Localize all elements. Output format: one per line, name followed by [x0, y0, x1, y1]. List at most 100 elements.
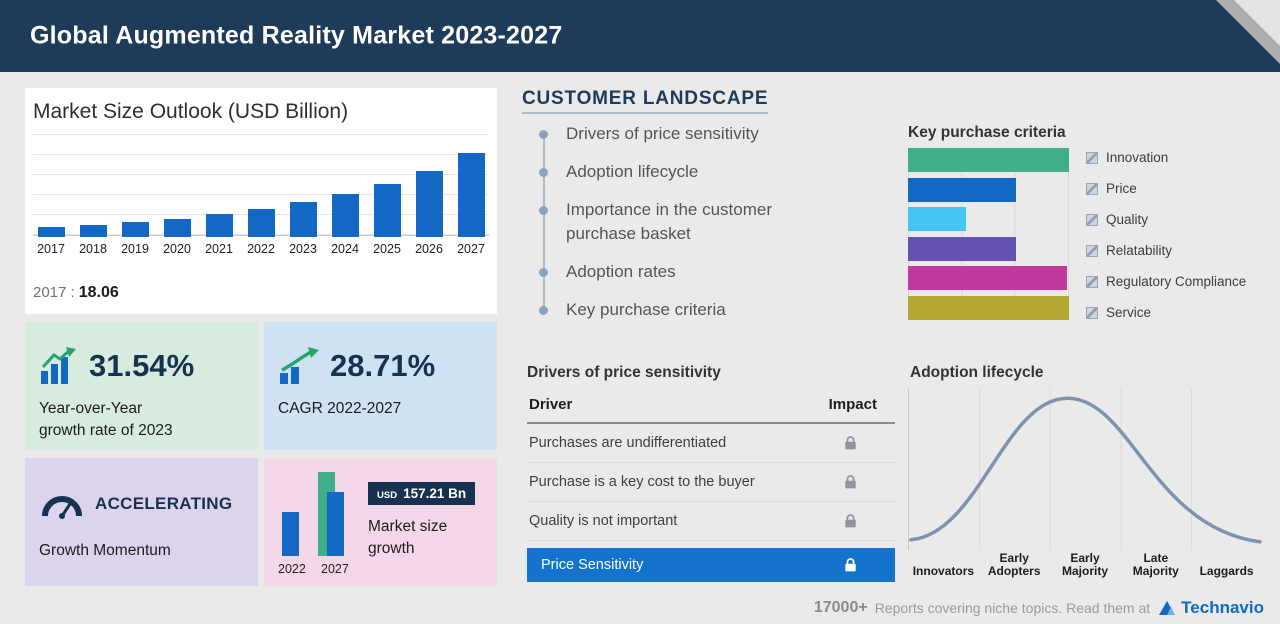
outlook-bar-2023	[289, 202, 317, 237]
outlook-bar-group: 2017	[36, 227, 66, 258]
currency-label: USD	[377, 490, 398, 501]
kpc-legend-item: Regulatory Compliance	[1086, 274, 1246, 289]
outlook-year-label: 2023	[289, 242, 317, 256]
growth-bar-2027	[327, 492, 344, 556]
legend-swatch-icon	[1086, 213, 1098, 226]
outlook-bar-group: 2027	[456, 153, 486, 258]
cagr-card: 28.71% CAGR 2022-2027	[264, 322, 497, 450]
market-outlook-panel: Market Size Outlook (USD Billion) 2017 20…	[25, 88, 497, 314]
growth-label: Market size growth	[368, 516, 447, 559]
landscape-item: Key purchase criteria	[530, 298, 830, 322]
drivers-title: Drivers of price sensitivity	[527, 364, 721, 381]
landscape-item: Drivers of price sensitivity	[530, 122, 830, 146]
growth-label-line2: growth	[368, 539, 415, 557]
bell-curve	[909, 396, 1262, 544]
drivers-table: Driver Impact Purchases are undifferenti…	[527, 392, 895, 582]
customer-landscape-underline	[522, 112, 768, 114]
outlook-title: Market Size Outlook (USD Billion)	[33, 100, 349, 123]
timeline-line	[543, 132, 545, 308]
technavio-logo[interactable]: Technavio	[1157, 598, 1264, 618]
kpc-legend-label: Innovation	[1106, 150, 1169, 165]
outlook-year-label: 2021	[205, 242, 233, 256]
driver-name: Quality is not important	[529, 513, 678, 529]
base-year-label: 2017 :	[33, 284, 75, 301]
kpc-legend-label: Relatability	[1106, 243, 1173, 258]
outlook-bar-group: 2025	[372, 184, 402, 258]
customer-landscape-title: CUSTOMER LANDSCAPE	[522, 88, 769, 109]
yoy-label: Year-over-Year growth rate of 2023	[25, 386, 258, 441]
outlook-bar-2018	[79, 225, 107, 237]
outlook-year-label: 2025	[373, 242, 401, 256]
driver-name: Purchase is a key cost to the buyer	[529, 474, 755, 490]
outlook-bar-2017	[37, 227, 65, 237]
outlook-bar-2019	[121, 222, 149, 237]
footer: 17000+ Reports covering niche topics. Re…	[814, 598, 1264, 618]
footer-text: Reports covering niche topics. Read them…	[874, 600, 1151, 616]
landscape-item: Adoption lifecycle	[530, 160, 830, 184]
momentum-value: ACCELERATING	[95, 494, 233, 513]
page-title: Global Augmented Reality Market 2023-202…	[30, 21, 563, 50]
lifecycle-chart	[908, 388, 1262, 550]
drivers-table-header: Driver Impact	[527, 392, 895, 424]
lifecycle-stage-label: Early Adopters	[987, 551, 1041, 578]
landscape-item: Importance in the customer purchase bask…	[530, 198, 830, 246]
lifecycle-stage-label: Early Majority	[1061, 551, 1108, 578]
kpc-bar-service	[908, 295, 1069, 320]
legend-swatch-icon	[1086, 275, 1098, 288]
outlook-year-label: 2019	[121, 242, 149, 256]
outlook-year-label: 2022	[247, 242, 275, 256]
cagr-label: CAGR 2022-2027	[278, 400, 402, 417]
kpc-legend-label: Price	[1106, 181, 1137, 196]
base-year-value: 18.06	[78, 284, 119, 301]
kpc-legend-item: Quality	[1086, 212, 1246, 227]
outlook-bar-2022	[247, 209, 275, 237]
yoy-value-row: 31.54%	[25, 322, 258, 386]
lock-icon	[844, 557, 857, 573]
kpc-legend-item: Price	[1086, 181, 1246, 196]
outlook-bar-2021	[205, 214, 233, 237]
outlook-year-label: 2018	[79, 242, 107, 256]
outlook-bar-group: 2022	[246, 209, 276, 258]
impact-column-header: Impact	[828, 396, 877, 413]
kpc-legend-item: Innovation	[1086, 150, 1246, 165]
yoy-label-line1: Year-over-Year	[39, 400, 143, 417]
kpc-title: Key purchase criteria	[908, 124, 1066, 141]
lifecycle-stage-label: Laggards	[1199, 564, 1254, 578]
outlook-bar-group: 2020	[162, 219, 192, 258]
lifecycle-stages: Innovators Early Adopters Early Majority La…	[908, 552, 1262, 578]
technavio-logo-icon	[1159, 601, 1176, 615]
drivers-rows: Purchases are undifferentiated Purchase i…	[527, 424, 895, 541]
outlook-base-value: 2017 :18.06	[33, 284, 119, 302]
outlook-bar-group: 2024	[330, 194, 360, 258]
yoy-value: 31.54%	[89, 348, 195, 383]
technavio-wordmark: Technavio	[1181, 598, 1264, 617]
driver-row: Purchase is a key cost to the buyer	[527, 463, 895, 502]
lock-icon	[844, 474, 857, 490]
growth-year-end: 2027	[321, 562, 349, 576]
kpc-bar-price	[908, 177, 1016, 202]
kpc-bar-innovation	[908, 148, 1069, 172]
yoy-label-line2: growth rate of 2023	[39, 421, 173, 439]
lock-icon	[844, 435, 857, 451]
driver-row: Purchases are undifferentiated	[527, 424, 895, 463]
outlook-bar-group: 2021	[204, 214, 234, 258]
kpc-legend-label: Quality	[1106, 212, 1149, 227]
legend-swatch-icon	[1086, 151, 1098, 164]
kpc-bar-quality	[908, 207, 966, 232]
lifecycle-stage-label: Late Majority	[1132, 551, 1179, 578]
outlook-bar-2027	[457, 153, 485, 237]
momentum-row: ACCELERATING	[25, 458, 258, 520]
legend-swatch-icon	[1086, 306, 1098, 319]
legend-swatch-icon	[1086, 244, 1098, 257]
kpc-bar-regulatory-compliance	[908, 266, 1068, 291]
landscape-list: Drivers of price sensitivity Adoption lif…	[530, 122, 830, 336]
growth-mini-chart: 2022 2027	[272, 472, 372, 576]
kpc-legend-item: Relatability	[1086, 243, 1246, 258]
yoy-growth-card: 31.54% Year-over-Year growth rate of 202…	[25, 322, 258, 450]
driver-column-header: Driver	[529, 396, 573, 413]
outlook-bar-group: 2026	[414, 171, 444, 258]
growth-amount: 157.21 Bn	[403, 486, 467, 501]
lock-icon	[844, 513, 857, 529]
market-size-growth-card: 2022 2027 USD 157.21 Bn Market size grow…	[264, 458, 497, 586]
speedometer-icon	[42, 496, 82, 519]
